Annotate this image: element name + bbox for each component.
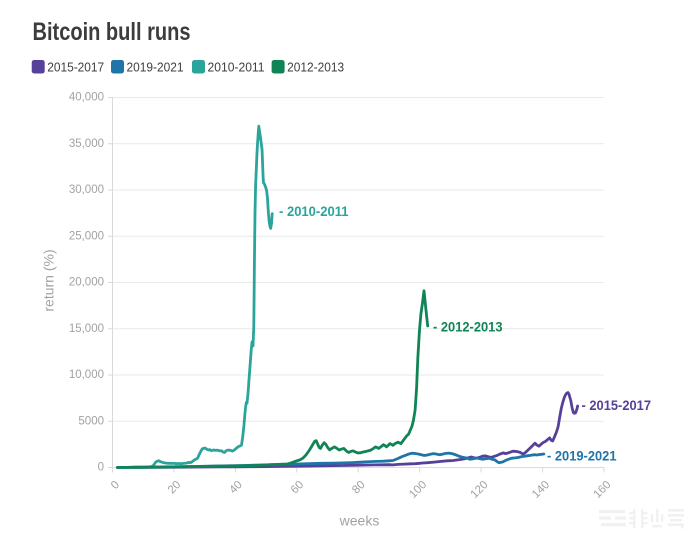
svg-text:0: 0 [98, 462, 104, 474]
svg-text:20,000: 20,000 [69, 277, 104, 289]
svg-text:25,000: 25,000 [69, 230, 104, 242]
svg-text:15,000: 15,000 [69, 323, 104, 335]
svg-text:40,000: 40,000 [69, 92, 104, 104]
svg-text:2019-2021: 2019-2021 [127, 60, 184, 75]
svg-text:weeks: weeks [339, 513, 380, 529]
svg-text:- 2010-2011: - 2010-2011 [279, 204, 349, 219]
svg-text:- 2012-2013: - 2012-2013 [433, 319, 503, 334]
svg-text:2010-2011: 2010-2011 [208, 60, 265, 75]
svg-text:2012-2013: 2012-2013 [287, 60, 344, 75]
svg-text:10,000: 10,000 [69, 369, 104, 381]
svg-text:- 2015-2017: - 2015-2017 [582, 398, 652, 413]
svg-text:30,000: 30,000 [69, 184, 104, 196]
svg-text:2015-2017: 2015-2017 [47, 60, 104, 75]
svg-text:Bitcoin bull runs: Bitcoin bull runs [33, 18, 191, 46]
svg-text:- 2019-2021: - 2019-2021 [547, 449, 617, 464]
svg-text:35,000: 35,000 [69, 138, 104, 150]
svg-text:return (%): return (%) [41, 249, 57, 311]
svg-text:5000: 5000 [78, 415, 104, 427]
